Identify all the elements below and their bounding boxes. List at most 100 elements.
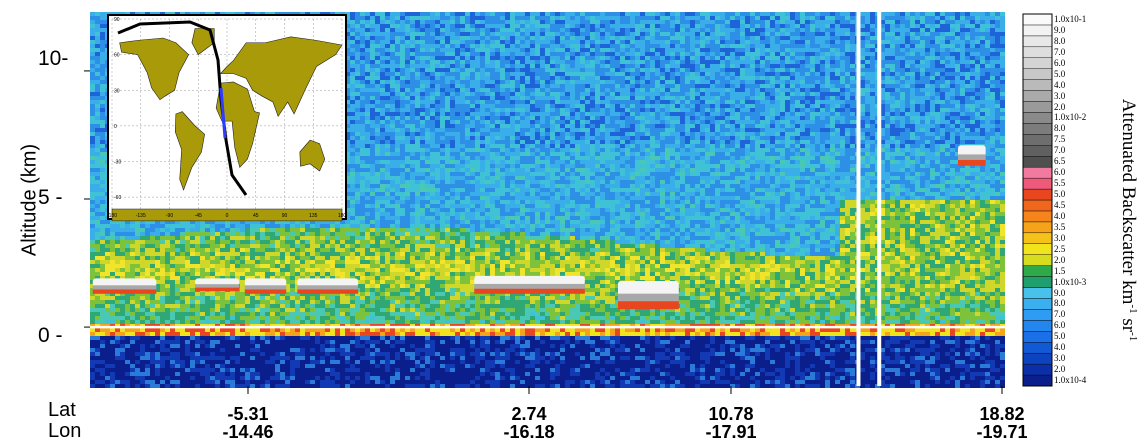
map-lon-tick: 45 xyxy=(253,213,259,219)
cloud-top xyxy=(617,280,679,297)
cloud-top xyxy=(297,278,359,287)
colorbar-swatch xyxy=(1022,112,1053,124)
colorbar-tick-label: 1.0x10-1 xyxy=(1054,13,1087,24)
colorbar-swatch xyxy=(1022,352,1053,365)
x-tick-lat: 10.78 xyxy=(708,404,754,424)
map-lat-tick: 0 xyxy=(114,124,117,130)
colorbar-tick-label: 1.0x10-4 xyxy=(1054,375,1087,386)
cloud-grey xyxy=(617,293,679,303)
cloud-top xyxy=(244,278,287,287)
map-lat-tick: -60 xyxy=(114,195,121,201)
colorbar-swatch xyxy=(1022,24,1053,37)
cloud-base xyxy=(92,289,157,294)
colorbar-title-unit: sr xyxy=(1117,313,1139,333)
map-landmass xyxy=(119,37,190,101)
colorbar-swatch xyxy=(1022,309,1053,321)
map-lon-tick: -45 xyxy=(195,213,202,219)
colorbar-swatch xyxy=(1022,276,1053,288)
colorbar-swatch xyxy=(1022,374,1053,387)
colorbar-tick-label: 3.5 xyxy=(1054,221,1066,232)
colorbar-frame xyxy=(1022,13,1053,387)
colorbar-tick-label: 3.0 xyxy=(1054,353,1066,364)
map-lon-tick: 90 xyxy=(282,213,288,219)
colorbar-swatch xyxy=(1022,210,1053,223)
colorbar-swatch xyxy=(1022,363,1053,376)
colorbar-tick-label: 2.5 xyxy=(1054,243,1066,254)
cloud-base xyxy=(474,288,585,294)
map-landmass xyxy=(174,111,205,191)
x-tick-lon: -16.18 xyxy=(503,422,555,442)
y-tick-label: 0 - xyxy=(38,324,63,347)
colorbar-swatch xyxy=(1022,221,1053,234)
colorbar-tick-label: 5.0 xyxy=(1054,68,1066,79)
x-tick: 10.78 -17.91 xyxy=(705,405,756,441)
map-landmass xyxy=(215,81,260,169)
colorbar-swatch xyxy=(1022,156,1053,168)
colorbar-tick-label: 2.0 xyxy=(1054,101,1066,112)
map-lon-tick: 135 xyxy=(309,213,318,219)
colorbar-tick-label: 4.0 xyxy=(1054,79,1066,90)
x-tick: 18.82 -19.71 xyxy=(976,405,1027,441)
cloud-base xyxy=(297,289,359,294)
colorbar-swatch xyxy=(1022,68,1053,80)
lon-row-label: Lon xyxy=(48,420,82,442)
cloud-top xyxy=(195,278,240,286)
colorbar-swatch xyxy=(1022,177,1053,190)
colorbar-tick-label: 2.0 xyxy=(1054,364,1066,375)
colorbar-tick-label: 6.0 xyxy=(1054,320,1066,331)
colorbar-tick-label: 3.0 xyxy=(1054,232,1066,243)
map-lon-tick: -180 xyxy=(107,213,117,219)
colorbar-title-exponent: -1 xyxy=(1127,332,1140,342)
cloud-layer xyxy=(297,278,359,294)
colorbar-swatch xyxy=(1022,199,1053,212)
colorbar-swatch xyxy=(1022,13,1053,26)
colorbar-tick-label: 1.0x10-2 xyxy=(1054,112,1087,123)
colorbar-swatch xyxy=(1022,254,1053,266)
colorbar-tick-label: 8.0 xyxy=(1054,298,1066,309)
cloud-top xyxy=(958,145,986,157)
colorbar-tick-label: 6.0 xyxy=(1054,57,1066,68)
map-landmass xyxy=(299,139,326,172)
lat-row-label: Lat xyxy=(48,399,76,421)
cloud-layer xyxy=(474,275,585,294)
cloud-base xyxy=(617,301,679,310)
inset-map: -180 -135 -90 -45 0 45 90 135 180 90 60 30 0 -30 -60 xyxy=(107,14,347,222)
map-lat-tick: 30 xyxy=(114,88,120,94)
cloud-layer xyxy=(244,278,287,294)
cloud-grey xyxy=(244,285,287,290)
colorbar-swatch xyxy=(1022,134,1053,146)
orbit-segment-highlight xyxy=(219,87,227,139)
data-gap xyxy=(856,12,861,386)
y-tick-label: 10- xyxy=(38,47,69,70)
colorbar-swatch xyxy=(1022,35,1053,48)
cloud-base xyxy=(244,289,287,294)
x-tick-lon: -14.46 xyxy=(222,422,274,442)
cloud-layer xyxy=(958,145,986,166)
colorbar-tick-label: 5.0 xyxy=(1054,189,1066,200)
colorbar-tick-label: 5.0 xyxy=(1054,331,1066,342)
y-tick-label: 5 - xyxy=(38,186,63,209)
colorbar-title-exponent: -1 xyxy=(1127,304,1140,314)
x-tick-lat: 18.82 xyxy=(979,404,1025,424)
colorbar-tick-label: 9.0 xyxy=(1054,287,1066,298)
x-tick-lat: 2.74 xyxy=(511,404,547,424)
colorbar-swatch xyxy=(1022,342,1053,354)
colorbar-tick-label: 5.5 xyxy=(1054,178,1066,189)
colorbar-swatch xyxy=(1022,298,1053,310)
map-landmass xyxy=(191,28,215,56)
map-lon-tick: -135 xyxy=(136,213,146,219)
cloud-grey xyxy=(474,283,585,290)
cloud-grey xyxy=(958,154,986,161)
x-tick: -5.31 -14.46 xyxy=(222,405,273,441)
map-lat-tick: -30 xyxy=(114,160,121,166)
colorbar-tick-label: 6.0 xyxy=(1054,167,1066,178)
colorbar-tick-label: 1.5 xyxy=(1054,265,1066,276)
colorbar-tick-label: 8.0 xyxy=(1054,123,1066,134)
cloud-top xyxy=(474,275,585,286)
colorbar-title: Attenuated Backscatter km-1 sr-1 xyxy=(1117,99,1139,342)
colorbar-swatch xyxy=(1022,320,1053,332)
colorbar-swatch xyxy=(1022,123,1053,135)
cloud-base xyxy=(195,287,240,292)
